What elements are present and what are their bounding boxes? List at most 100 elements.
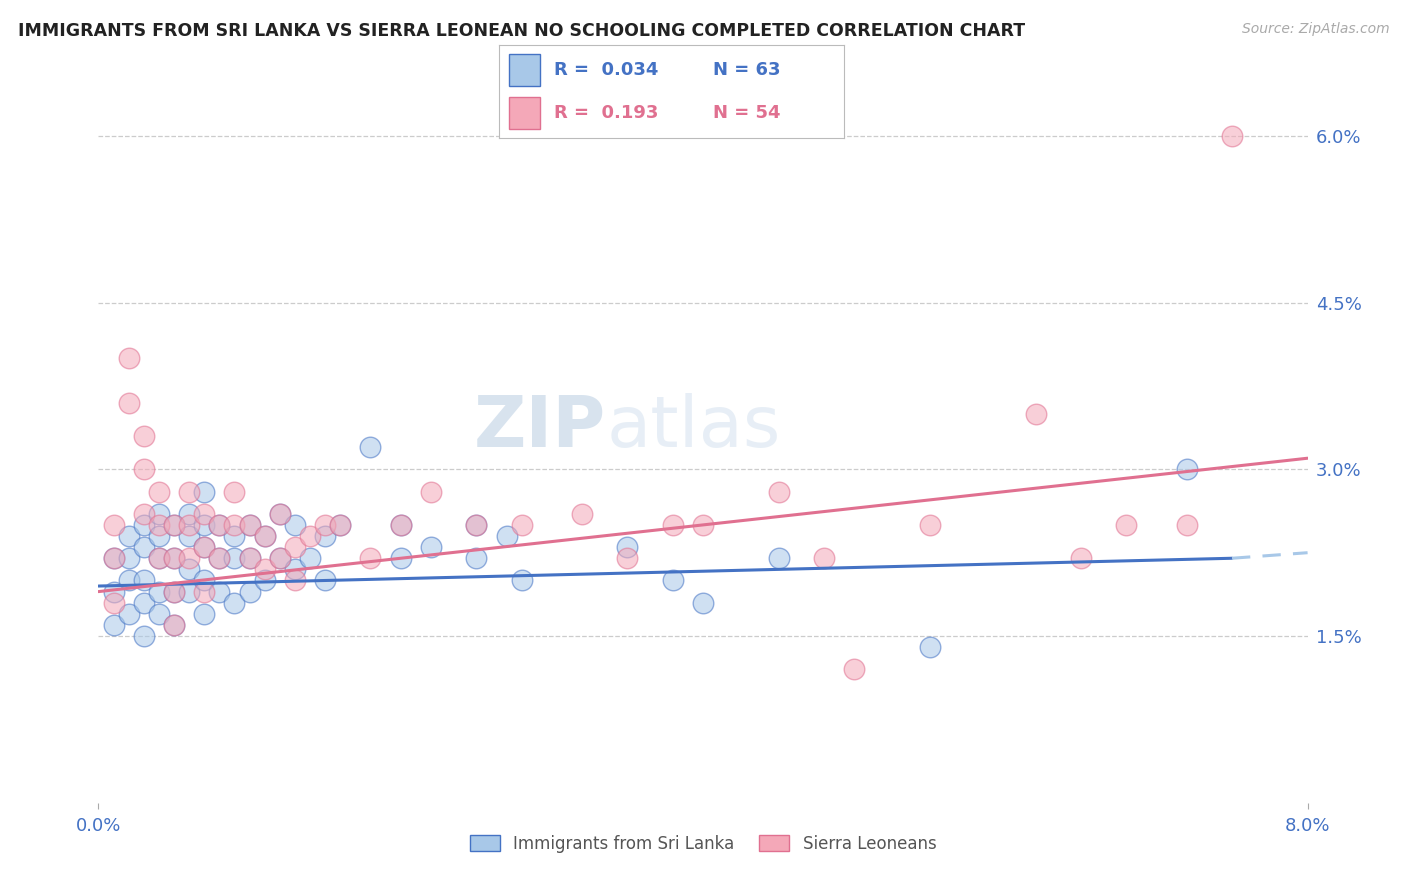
Point	[360, 551, 382, 566]
Text: atlas: atlas	[606, 392, 780, 461]
Text: R =  0.034: R = 0.034	[554, 61, 658, 78]
Point	[239, 584, 262, 599]
Point	[132, 574, 155, 588]
Point	[571, 507, 593, 521]
Point	[389, 551, 412, 566]
Point	[208, 517, 231, 532]
Point	[163, 618, 186, 632]
Point	[253, 574, 276, 588]
Point	[193, 540, 215, 554]
Point	[208, 584, 231, 599]
Point	[253, 529, 276, 543]
Point	[224, 484, 246, 499]
Point	[163, 618, 186, 632]
Point	[465, 551, 488, 566]
Point	[193, 574, 215, 588]
Point	[768, 484, 790, 499]
Point	[768, 551, 790, 566]
Point	[269, 551, 291, 566]
Point	[193, 484, 215, 499]
Point	[103, 551, 125, 566]
Point	[208, 551, 231, 566]
Point	[103, 551, 125, 566]
Point	[103, 618, 125, 632]
Point	[465, 517, 488, 532]
Point	[692, 517, 714, 532]
Point	[179, 484, 201, 499]
Point	[329, 517, 352, 532]
Point	[389, 517, 412, 532]
Point	[193, 607, 215, 621]
Point	[284, 517, 307, 532]
Point	[179, 529, 201, 543]
Text: IMMIGRANTS FROM SRI LANKA VS SIERRA LEONEAN NO SCHOOLING COMPLETED CORRELATION C: IMMIGRANTS FROM SRI LANKA VS SIERRA LEON…	[18, 22, 1025, 40]
Point	[148, 507, 170, 521]
Point	[1070, 551, 1092, 566]
Point	[148, 529, 170, 543]
Point	[616, 551, 638, 566]
Point	[224, 529, 246, 543]
Legend: Immigrants from Sri Lanka, Sierra Leoneans: Immigrants from Sri Lanka, Sierra Leonea…	[463, 828, 943, 860]
Point	[299, 529, 322, 543]
Point	[179, 562, 201, 576]
Point	[179, 551, 201, 566]
Point	[118, 395, 141, 409]
Point	[163, 551, 186, 566]
Point	[465, 517, 488, 532]
Point	[918, 517, 941, 532]
Point	[616, 540, 638, 554]
Point	[148, 607, 170, 621]
Point	[179, 507, 201, 521]
Point	[1115, 517, 1137, 532]
Point	[329, 517, 352, 532]
Point	[163, 517, 186, 532]
Point	[239, 551, 262, 566]
Point	[253, 562, 276, 576]
Point	[118, 607, 141, 621]
Point	[239, 517, 262, 532]
Point	[299, 551, 322, 566]
Point	[118, 574, 141, 588]
Point	[813, 551, 835, 566]
Point	[132, 629, 155, 643]
Point	[148, 584, 170, 599]
Point	[118, 351, 141, 366]
Point	[179, 517, 201, 532]
Point	[148, 517, 170, 532]
Point	[360, 440, 382, 454]
Point	[148, 484, 170, 499]
Point	[239, 551, 262, 566]
Point	[1025, 407, 1047, 421]
Point	[148, 551, 170, 566]
Point	[495, 529, 517, 543]
Point	[103, 517, 125, 532]
Text: N = 63: N = 63	[713, 61, 780, 78]
Point	[179, 584, 201, 599]
Point	[208, 517, 231, 532]
Point	[118, 551, 141, 566]
Point	[1220, 128, 1243, 143]
Text: Source: ZipAtlas.com: Source: ZipAtlas.com	[1241, 22, 1389, 37]
Point	[163, 517, 186, 532]
Point	[193, 517, 215, 532]
Point	[148, 551, 170, 566]
Point	[1175, 462, 1198, 476]
Point	[132, 517, 155, 532]
Point	[132, 462, 155, 476]
Point	[193, 584, 215, 599]
Point	[224, 551, 246, 566]
Point	[269, 507, 291, 521]
Point	[918, 640, 941, 655]
Point	[314, 529, 336, 543]
Point	[692, 596, 714, 610]
Point	[661, 517, 683, 532]
Text: N = 54: N = 54	[713, 104, 780, 122]
Point	[132, 429, 155, 443]
Point	[284, 574, 307, 588]
Bar	[509, 97, 540, 129]
Point	[132, 596, 155, 610]
Point	[193, 507, 215, 521]
Point	[118, 529, 141, 543]
Point	[132, 507, 155, 521]
Point	[661, 574, 683, 588]
